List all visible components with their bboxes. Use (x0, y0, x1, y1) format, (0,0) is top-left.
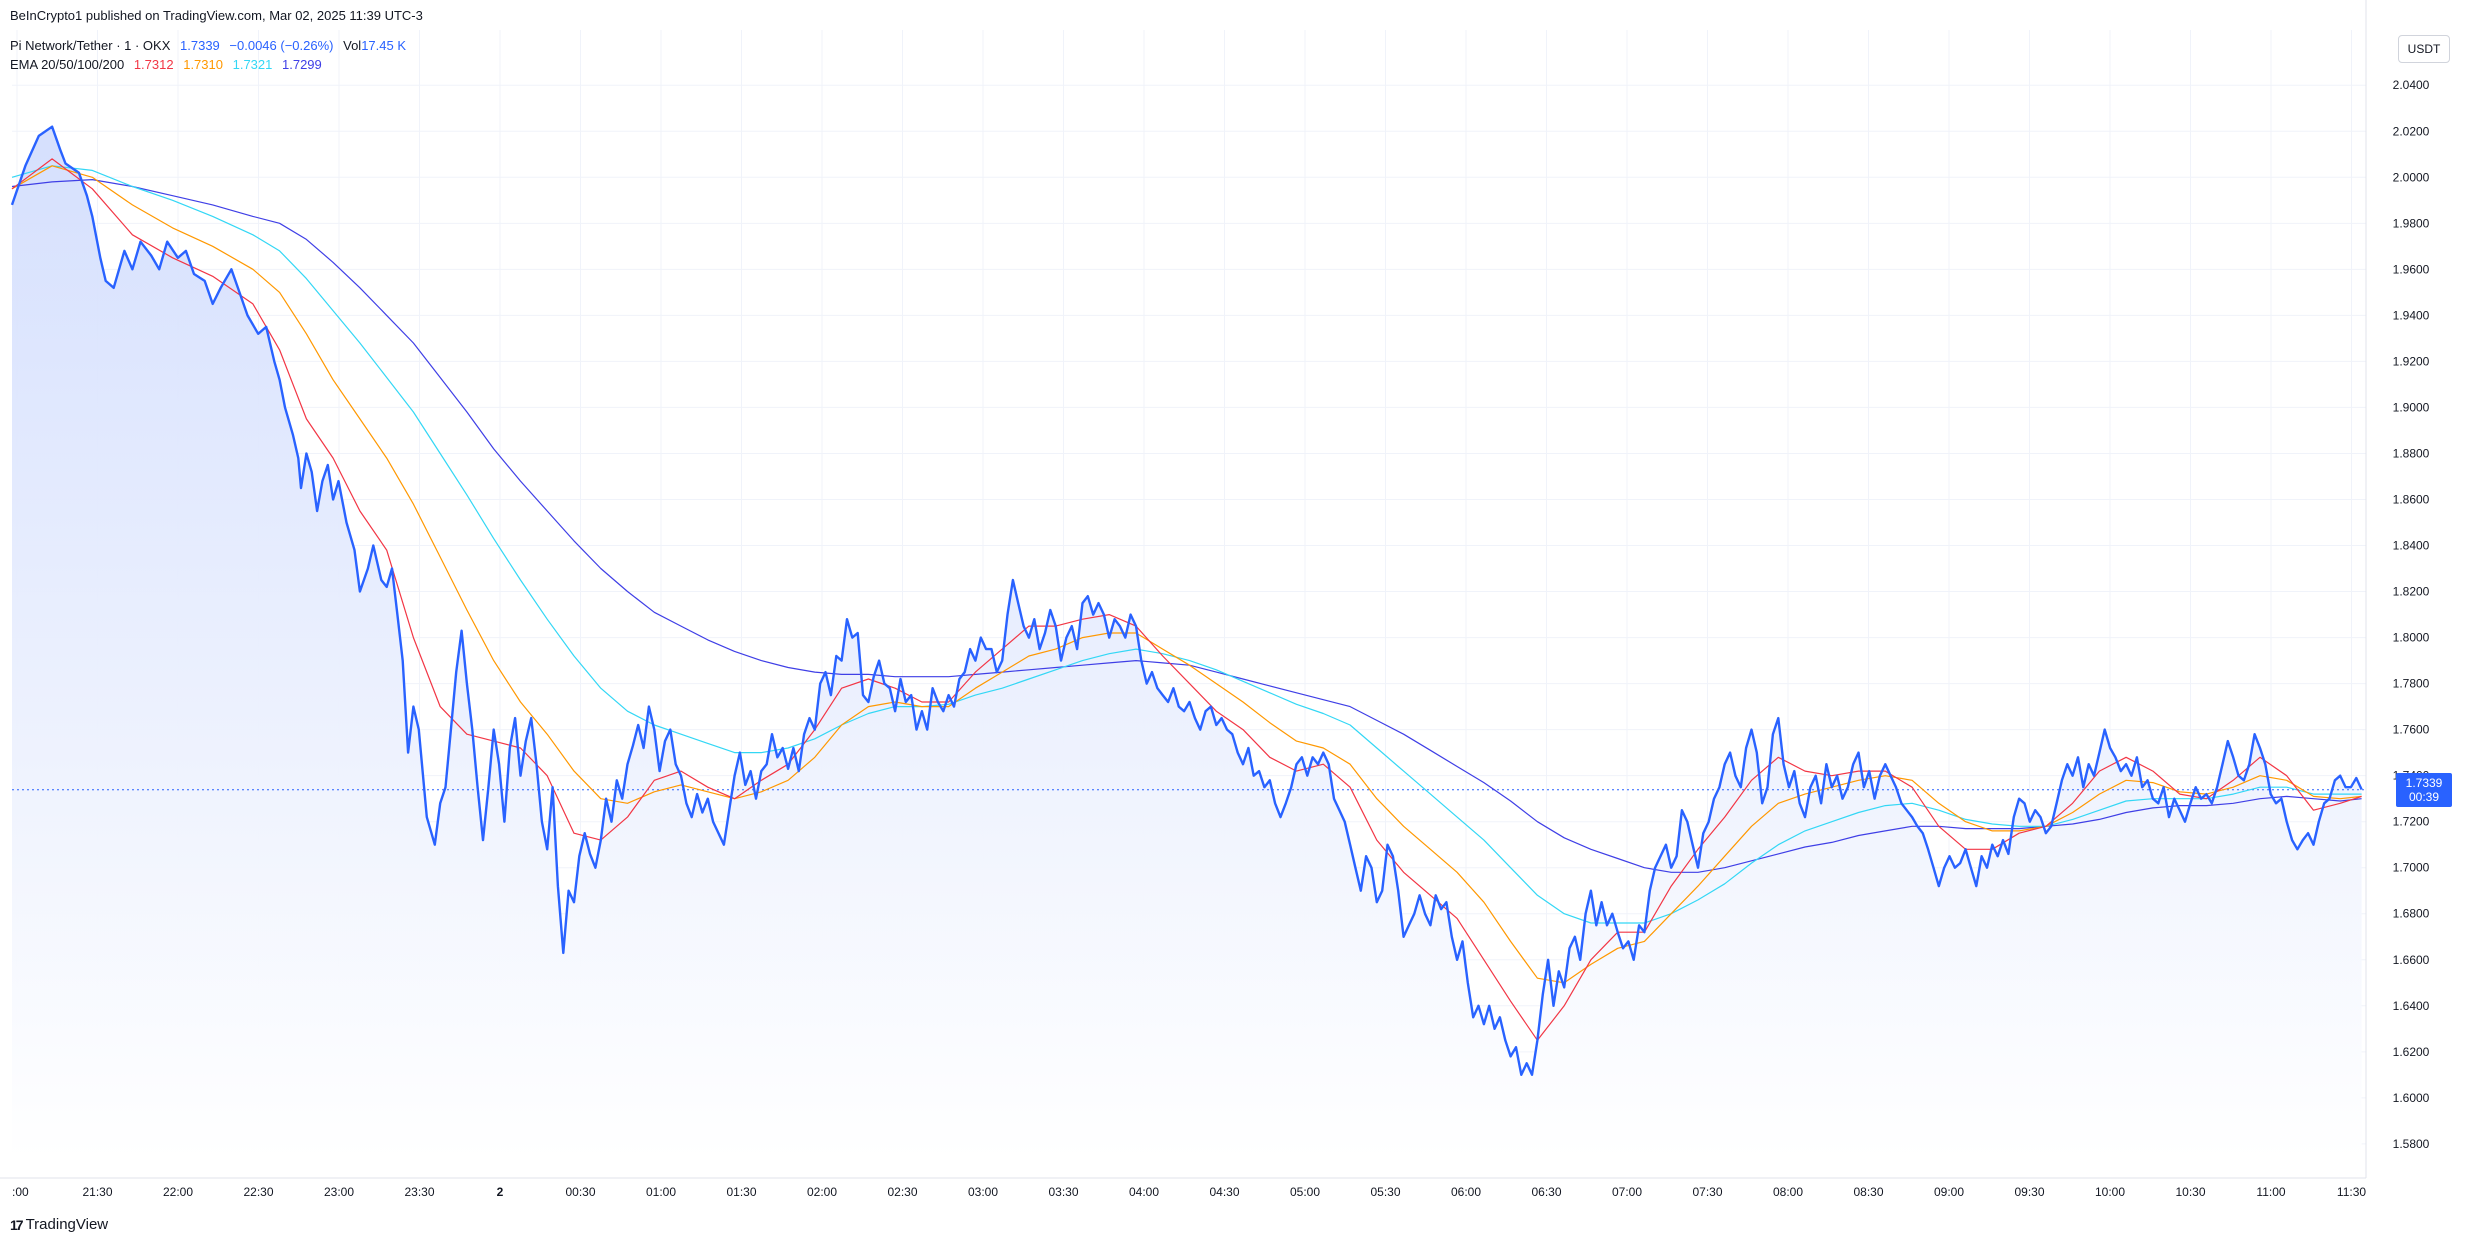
time-axis[interactable]: :00 21:30 22:00 22:30 23:00 23:30 2 00:30 01:00 0… (0, 1177, 2366, 1199)
ema50-value: 1.7310 (183, 57, 223, 72)
price-tick-label: 1.8000 (2393, 631, 2430, 645)
price-tick-label: 1.6600 (2393, 953, 2430, 967)
ema-label[interactable]: EMA 20/50/100/200 (10, 57, 125, 72)
time-tick-label: 01:30 (726, 1185, 756, 1199)
currency-button[interactable]: USDT (2398, 35, 2450, 63)
time-tick-label: 05:00 (1290, 1185, 1320, 1199)
ema100-value: 1.7321 (232, 57, 273, 72)
time-tick-label: 11:00 (2256, 1185, 2285, 1199)
symbol-name[interactable]: Pi Network/Tether · 1 · OKX (10, 38, 171, 53)
price-tick-label: 1.7800 (2393, 677, 2430, 691)
price-tick-label: 1.9000 (2393, 400, 2430, 414)
price-tick-label: 1.9200 (2393, 354, 2430, 368)
time-tick-label: 09:30 (2014, 1185, 2044, 1199)
price-tick-label: 1.7200 (2393, 815, 2430, 829)
price-tick-label: 1.7000 (2393, 861, 2430, 875)
volume-label: Vol (343, 38, 362, 53)
price-tick-label: 1.9800 (2393, 216, 2430, 230)
time-tick-label: 03:30 (1048, 1185, 1078, 1199)
price-tick-label: 1.9400 (2393, 308, 2430, 322)
time-tick-label: 05:30 (1370, 1185, 1400, 1199)
time-tick-label: 04:30 (1209, 1185, 1239, 1199)
price-tick-label: 1.8800 (2393, 446, 2430, 460)
tradingview-brand[interactable]: 17 TradingView (10, 1216, 108, 1233)
price-tick-label: 1.8200 (2393, 585, 2430, 599)
price-tick-label: 1.5800 (2393, 1137, 2430, 1151)
price-tick-label: 1.6400 (2393, 999, 2430, 1013)
price-tick-label: 1.9600 (2393, 262, 2430, 276)
last-price-value: 1.7339 (180, 38, 220, 53)
time-tick-label: 08:00 (1773, 1185, 1803, 1199)
time-tick-label: 07:00 (1612, 1185, 1642, 1199)
price-axis-bg (2366, 0, 2466, 1190)
brand-name: TradingView (25, 1216, 109, 1233)
time-tick-label: 10:00 (2095, 1185, 2125, 1199)
time-tick-label: 06:00 (1451, 1185, 1481, 1199)
price-tag-value: 1.7339 (2405, 775, 2443, 790)
time-tick-label: 23:30 (404, 1185, 434, 1199)
time-tick-label: 04:00 (1129, 1185, 1159, 1199)
price-tick-label: 1.8400 (2393, 539, 2430, 553)
price-tick-label: 1.6200 (2393, 1045, 2430, 1059)
time-tick-label: 09:00 (1934, 1185, 1964, 1199)
price-tick-label: 1.7600 (2393, 723, 2430, 737)
ema20-value: 1.7312 (133, 57, 174, 72)
last-price-tag: 1.7339 00:39 (2396, 772, 2452, 807)
ema-legend: EMA 20/50/100/200 1.7312 1.7310 1.7321 1… (10, 57, 328, 72)
time-tick-label: 00:30 (565, 1185, 595, 1199)
price-tick-label: 1.8600 (2393, 492, 2430, 506)
time-tick-label: 07:30 (1692, 1185, 1722, 1199)
volume-value: 17.45 K (361, 38, 407, 53)
time-tick-label: 02:00 (807, 1185, 837, 1199)
ema20-line[interactable] (11, 158, 2362, 1041)
time-tick-label: 22:00 (163, 1185, 193, 1199)
price-tick-label: 1.6800 (2393, 907, 2430, 921)
price-axis[interactable]: 2.0400 2.0200 2.0000 1.9800 1.9600 1.9400 1.92… (2365, 0, 2466, 1190)
time-tick-label: 06:30 (1531, 1185, 1561, 1199)
time-tick-label: 03:00 (968, 1185, 998, 1199)
time-tick-label: :00 (12, 1185, 29, 1199)
time-tick-label: 10:30 (2175, 1185, 2205, 1199)
ema200-value: 1.7299 (282, 57, 322, 72)
price-tick-label: 2.0200 (2393, 124, 2430, 138)
price-area-fill (12, 126, 2362, 1161)
time-tick-label: 01:00 (646, 1185, 676, 1199)
symbol-legend: Pi Network/Tether · 1 · OKX 1.7339 −0.00… (10, 38, 406, 53)
time-tick-label: 2 (497, 1185, 504, 1199)
time-tick-label: 23:00 (324, 1185, 354, 1199)
series-layer (10, 125, 2363, 1076)
price-line[interactable] (10, 125, 2363, 1076)
time-tick-label: 22:30 (243, 1185, 273, 1199)
ema100-line[interactable] (11, 165, 2362, 924)
bar-countdown: 00:39 (2408, 789, 2440, 804)
time-tick-label: 08:30 (1853, 1185, 1883, 1199)
time-tick-label: 02:30 (887, 1185, 917, 1199)
published-info: BeInCrypto1 published on TradingView.com… (10, 8, 423, 23)
price-tick-label: 1.6000 (2393, 1091, 2430, 1105)
price-tick-label: 2.0000 (2393, 170, 2430, 184)
ema50-line[interactable] (11, 165, 2362, 984)
price-change-value: −0.0046 (−0.26%) (229, 38, 334, 53)
tradingview-logo-icon: 17 (10, 1216, 24, 1233)
time-tick-label: 21:30 (82, 1185, 112, 1199)
time-tick-label: 11:30 (2337, 1185, 2366, 1199)
price-tick-label: 2.0400 (2393, 78, 2430, 92)
